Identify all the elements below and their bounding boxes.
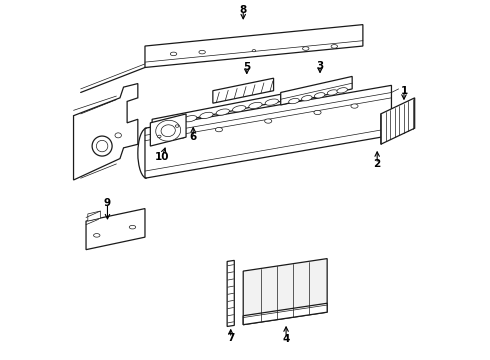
Ellipse shape [265,99,278,105]
Polygon shape [145,85,392,178]
Ellipse shape [249,102,262,109]
Ellipse shape [183,116,197,122]
Ellipse shape [200,112,213,118]
Polygon shape [88,211,100,221]
Ellipse shape [315,93,325,98]
Ellipse shape [167,119,180,125]
Ellipse shape [302,47,309,50]
Ellipse shape [115,133,122,138]
Ellipse shape [289,98,299,104]
Ellipse shape [171,52,177,56]
Text: 3: 3 [317,61,323,71]
Polygon shape [381,98,415,144]
Ellipse shape [199,50,205,54]
Ellipse shape [265,119,272,123]
Text: 9: 9 [104,198,111,208]
Ellipse shape [156,120,181,141]
Ellipse shape [301,95,312,101]
Text: 8: 8 [240,5,247,15]
Polygon shape [227,260,234,327]
Ellipse shape [94,234,100,237]
Text: 1: 1 [400,86,408,96]
Ellipse shape [232,105,246,112]
Ellipse shape [327,90,338,95]
Polygon shape [74,84,138,180]
Ellipse shape [314,111,321,114]
Ellipse shape [215,127,222,132]
Ellipse shape [252,50,256,52]
Polygon shape [152,94,281,126]
Ellipse shape [337,87,347,93]
Circle shape [97,140,108,152]
Text: 10: 10 [155,152,170,162]
Circle shape [92,136,112,156]
Polygon shape [281,76,352,105]
Ellipse shape [161,125,175,137]
Ellipse shape [216,109,229,115]
Text: 5: 5 [243,63,250,72]
Polygon shape [86,208,145,249]
Polygon shape [243,258,327,325]
Text: 2: 2 [373,159,381,169]
Polygon shape [145,24,363,67]
Text: 6: 6 [190,132,197,142]
Ellipse shape [151,122,164,129]
Ellipse shape [351,104,358,108]
Ellipse shape [175,125,179,127]
Ellipse shape [129,225,136,229]
Polygon shape [213,78,273,103]
Ellipse shape [331,45,338,48]
Polygon shape [150,114,186,146]
Polygon shape [243,303,327,325]
Ellipse shape [157,135,161,138]
Ellipse shape [178,134,186,138]
Text: 4: 4 [282,334,290,344]
Text: 7: 7 [227,333,234,343]
